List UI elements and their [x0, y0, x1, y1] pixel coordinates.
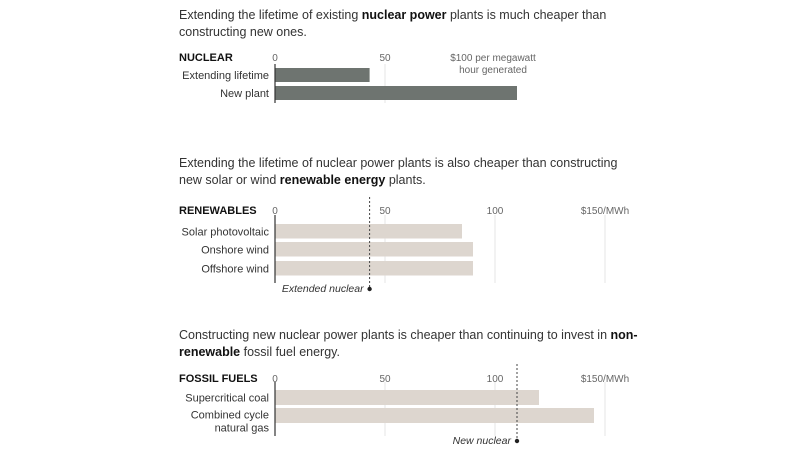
bar	[275, 68, 370, 82]
reference-dot	[367, 286, 372, 292]
intro-nuclear: Extending the lifetime of existing nucle…	[179, 8, 607, 39]
section-title: NUCLEAR	[179, 52, 233, 64]
reference-dot	[514, 438, 520, 444]
section-title: FOSSIL FUELS	[179, 373, 258, 385]
reference-label: Extended nuclear	[282, 283, 364, 295]
tick-label: 100	[487, 206, 504, 217]
tick-label: 0	[272, 53, 278, 64]
tick-label: 50	[379, 53, 391, 64]
tick-label: $150/MWh	[581, 206, 629, 217]
intro-fossil: Constructing new nuclear power plants is…	[179, 328, 638, 359]
category-label: New plant	[220, 88, 269, 100]
bar	[275, 224, 462, 239]
bar	[275, 86, 517, 100]
bar	[275, 408, 594, 423]
section-title: RENEWABLES	[179, 205, 257, 217]
bar	[275, 261, 473, 276]
unit-note: hour generated	[459, 65, 527, 76]
category-label: Extending lifetime	[182, 70, 269, 82]
tick-label: 0	[272, 206, 278, 217]
unit-note: $100 per megawatt	[450, 53, 536, 64]
category-label: Onshore wind	[201, 245, 269, 257]
tick-label: $150/MWh	[581, 374, 629, 385]
tick-label: 50	[379, 206, 391, 217]
bar	[275, 242, 473, 257]
category-label: Offshore wind	[201, 264, 269, 276]
category-label: Combined cycle	[191, 410, 269, 422]
tick-label: 100	[487, 374, 504, 385]
category-label: Supercritical coal	[185, 393, 269, 405]
intro-renewables: Extending the lifetime of nuclear power …	[179, 156, 618, 187]
chart-section-1: RENEWABLES 0 50 100 $150/MWh Solar photovolta…	[179, 197, 629, 295]
bar	[275, 390, 539, 405]
tick-label: 50	[379, 374, 391, 385]
chart-section-2: FOSSIL FUELS 0 50 100 $150/MWh Supercritical …	[179, 364, 629, 447]
tick-label: 0	[272, 374, 278, 385]
category-label: Solar photovoltaic	[182, 227, 270, 239]
reference-label: New nuclear	[453, 435, 512, 447]
category-label: natural gas	[215, 423, 270, 435]
